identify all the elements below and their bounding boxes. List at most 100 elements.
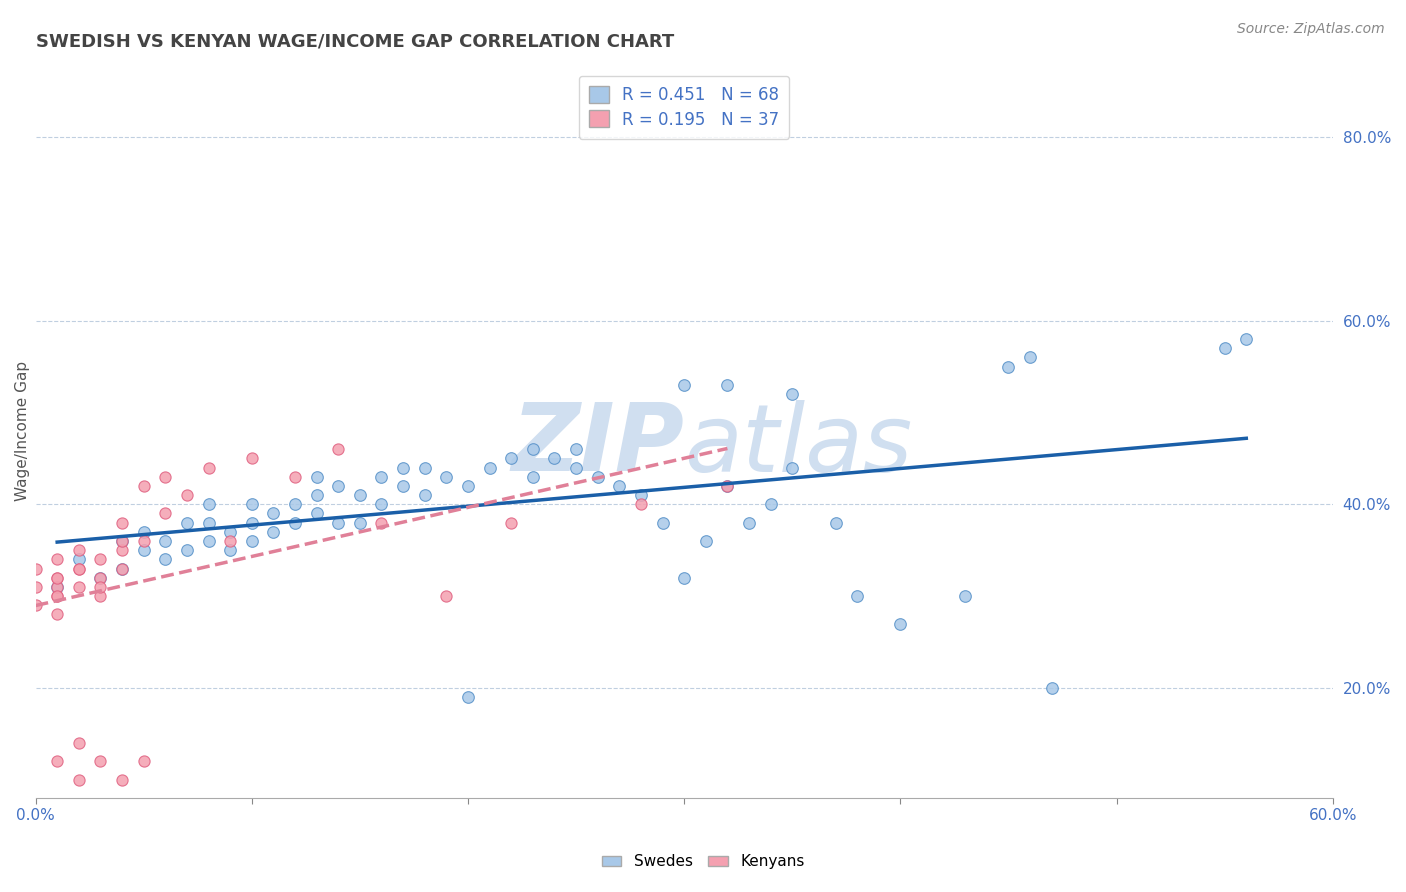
Point (46, 607, 69, 622)
Point (46, 571, 69, 585)
Point (846, 589, 869, 603)
Point (630, 488, 652, 502)
Point (46, 552, 69, 566)
Point (1234, 332, 1257, 346)
Point (132, 479, 155, 493)
Point (219, 524, 242, 539)
Point (543, 451, 565, 466)
Point (197, 460, 219, 475)
Point (176, 488, 198, 502)
Point (349, 488, 371, 502)
Point (24, 580, 46, 594)
Point (284, 497, 307, 511)
Point (522, 442, 544, 457)
Point (155, 469, 177, 483)
Point (759, 497, 782, 511)
Point (478, 460, 501, 475)
Point (457, 479, 479, 493)
Point (240, 497, 263, 511)
Point (67, 580, 90, 594)
Point (132, 755, 155, 769)
Point (1019, 351, 1042, 365)
Point (607, 479, 630, 493)
Point (111, 772, 134, 787)
Point (328, 516, 350, 530)
Point (392, 460, 415, 475)
Point (89, 580, 111, 594)
Point (197, 516, 219, 530)
Point (716, 479, 738, 493)
Point (240, 451, 263, 466)
Point (501, 516, 523, 530)
Legend: R = 0.451   N = 68, R = 0.195   N = 37: R = 0.451 N = 68, R = 0.195 N = 37 (579, 76, 789, 138)
Point (824, 516, 846, 530)
Point (370, 469, 392, 483)
Point (997, 359, 1019, 374)
Point (305, 507, 328, 521)
Point (434, 469, 457, 483)
Point (565, 460, 588, 475)
Point (46, 755, 69, 769)
Point (305, 469, 328, 483)
Point (716, 377, 738, 392)
Point (522, 469, 544, 483)
Point (413, 460, 436, 475)
Point (305, 488, 328, 502)
Point (111, 533, 134, 548)
Point (24, 599, 46, 613)
Point (392, 479, 415, 493)
Point (155, 507, 177, 521)
Point (328, 479, 350, 493)
Point (1040, 681, 1063, 695)
Point (565, 442, 588, 457)
Text: ZIP: ZIP (512, 400, 685, 491)
Point (349, 516, 371, 530)
Point (240, 516, 263, 530)
Y-axis label: Wage/Income Gap: Wage/Income Gap (15, 360, 30, 500)
Point (197, 497, 219, 511)
Point (262, 507, 284, 521)
Point (673, 377, 696, 392)
Point (46, 589, 69, 603)
Point (586, 469, 609, 483)
Point (955, 589, 977, 603)
Point (262, 524, 284, 539)
Point (651, 516, 673, 530)
Point (67, 561, 90, 575)
Point (370, 516, 392, 530)
Point (434, 589, 457, 603)
Point (155, 533, 177, 548)
Point (46, 580, 69, 594)
Point (89, 589, 111, 603)
Point (155, 552, 177, 566)
Legend: Swedes, Kenyans: Swedes, Kenyans (596, 848, 810, 875)
Text: atlas: atlas (685, 400, 912, 491)
Point (111, 561, 134, 575)
Point (46, 571, 69, 585)
Point (780, 460, 803, 475)
Point (111, 516, 134, 530)
Point (328, 442, 350, 457)
Point (111, 561, 134, 575)
Point (111, 543, 134, 558)
Point (132, 543, 155, 558)
Point (780, 387, 803, 401)
Point (46, 589, 69, 603)
Point (738, 516, 761, 530)
Point (67, 736, 90, 750)
Point (501, 451, 523, 466)
Text: Source: ZipAtlas.com: Source: ZipAtlas.com (1237, 22, 1385, 37)
Point (111, 533, 134, 548)
Point (219, 533, 242, 548)
Point (67, 543, 90, 558)
Text: SWEDISH VS KENYAN WAGE/INCOME GAP CORRELATION CHART: SWEDISH VS KENYAN WAGE/INCOME GAP CORREL… (35, 33, 673, 51)
Point (132, 524, 155, 539)
Point (176, 516, 198, 530)
Point (630, 497, 652, 511)
Point (889, 616, 911, 631)
Point (673, 571, 696, 585)
Point (695, 533, 717, 548)
Point (284, 516, 307, 530)
Point (46, 580, 69, 594)
Point (240, 533, 263, 548)
